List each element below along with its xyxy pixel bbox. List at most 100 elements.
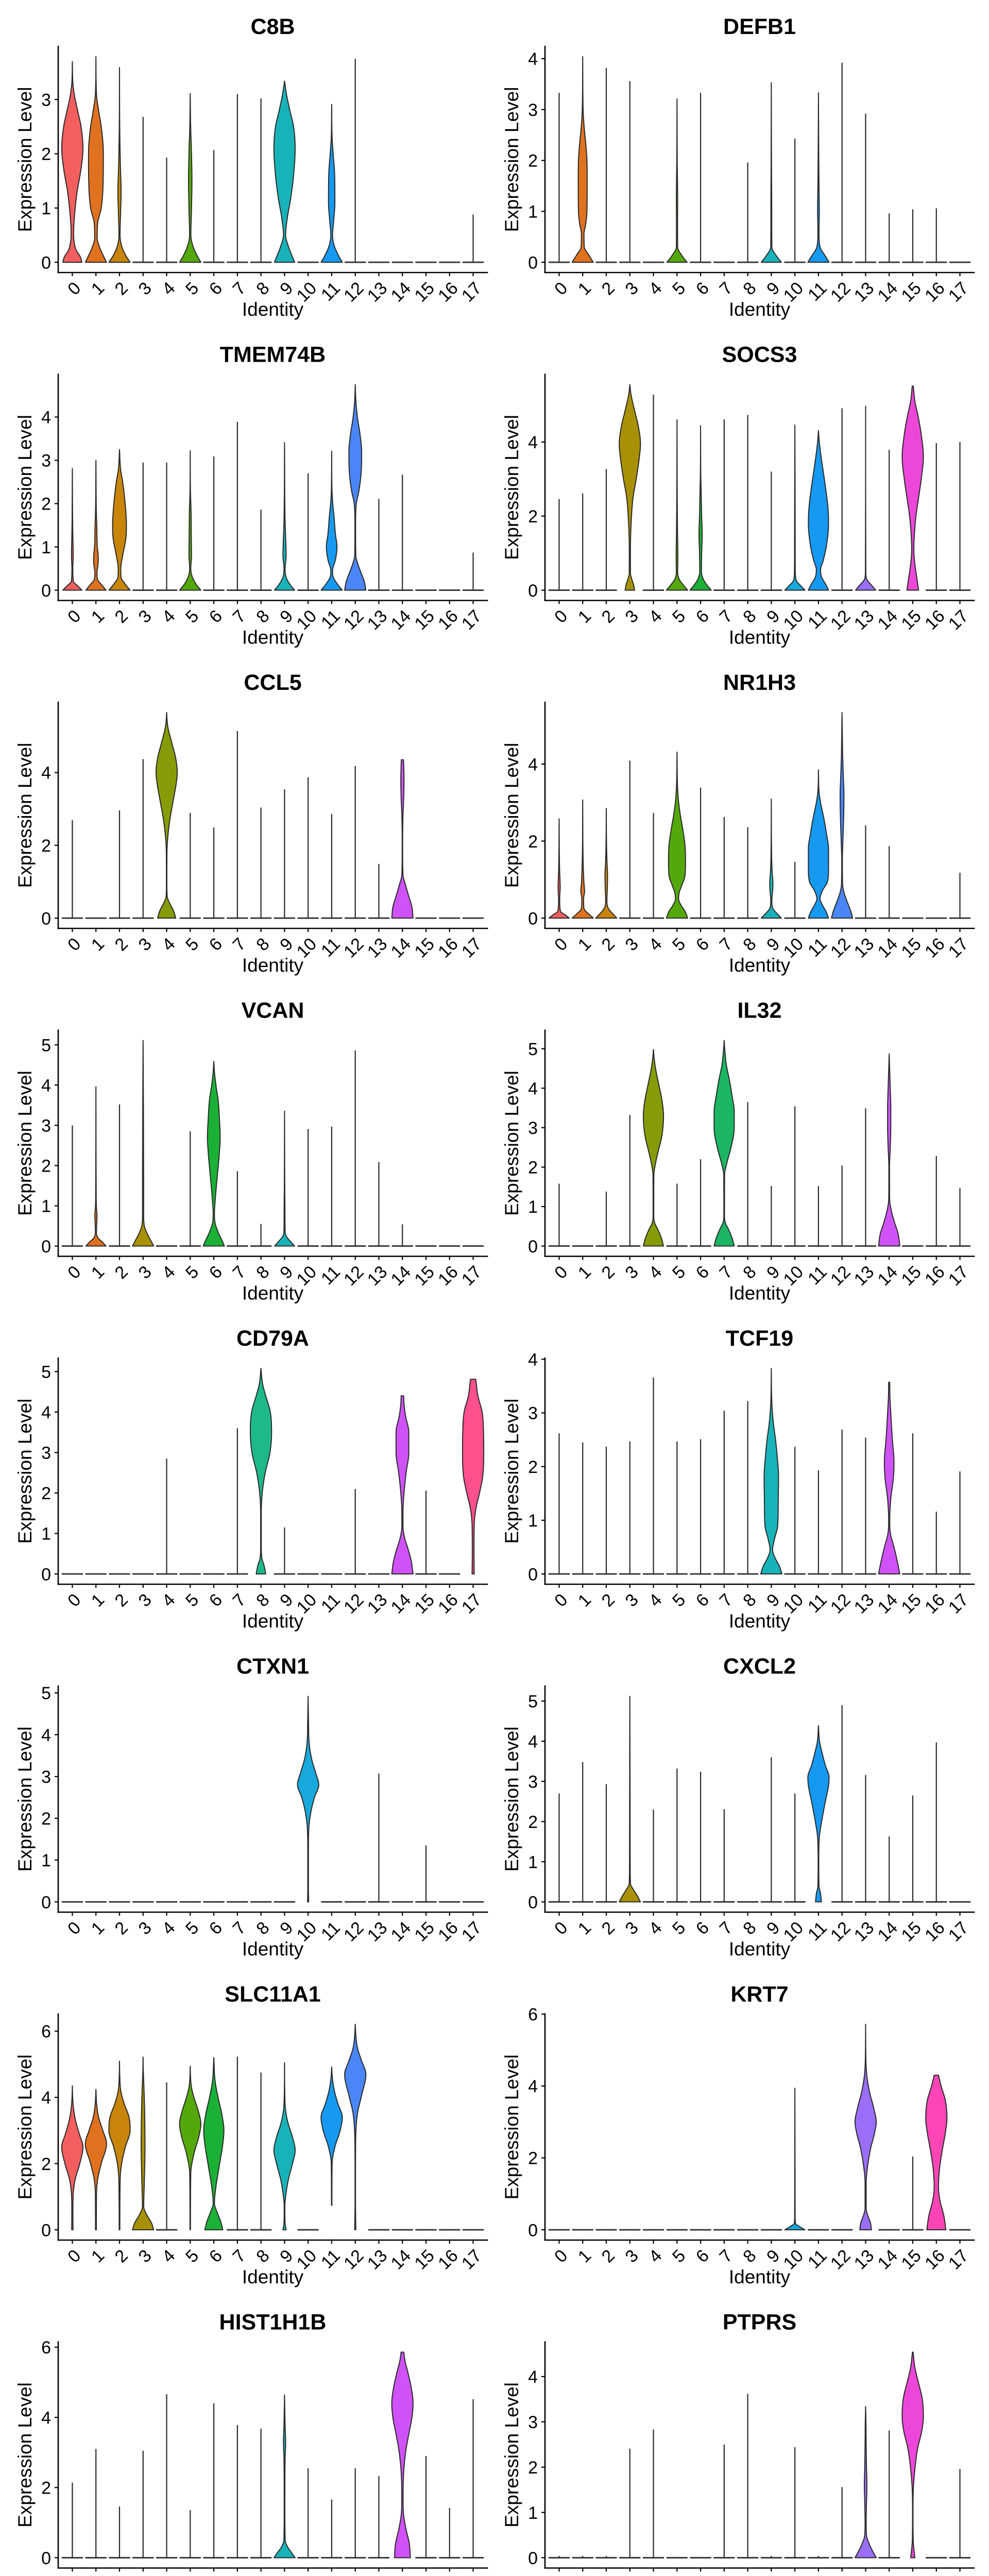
violin-layer xyxy=(61,1040,484,1247)
violin-cluster-4 xyxy=(155,711,178,919)
x-tick-label: 5 xyxy=(182,1590,202,1611)
violin-body xyxy=(61,2085,84,2231)
violin-cluster-12 xyxy=(831,711,854,919)
violin-cluster-12 xyxy=(345,766,366,919)
violin-cluster-1 xyxy=(571,56,594,263)
y-tick-label: 2 xyxy=(41,1484,51,1503)
x-tick-label: 4 xyxy=(645,1262,666,1283)
x-axis-title: Identity xyxy=(729,2266,791,2287)
x-tick-label: 9 xyxy=(763,606,783,627)
violin-cluster-0 xyxy=(548,1183,570,1247)
x-tick-label: 4 xyxy=(158,2246,179,2266)
x-tick-label: 6 xyxy=(692,2574,713,2576)
violin-cluster-5 xyxy=(666,1441,688,1575)
violin-body xyxy=(320,2066,343,2206)
violin-cluster-3 xyxy=(619,1115,641,1247)
x-tick-label: 5 xyxy=(182,934,202,955)
x-tick-label: 1 xyxy=(88,606,108,627)
x-axis-title: Identity xyxy=(729,1939,791,1960)
violin-cluster-8 xyxy=(250,2428,272,2558)
x-tick-label: 11 xyxy=(804,2574,831,2576)
violin-cluster-7 xyxy=(227,2425,248,2558)
violin-body xyxy=(108,67,131,263)
violin-cluster-7 xyxy=(227,421,248,591)
violin-layer xyxy=(61,1696,484,1903)
violin-cluster-4 xyxy=(642,813,664,919)
x-tick-label: 7 xyxy=(229,2246,250,2266)
x-tick-label: 2 xyxy=(111,934,132,955)
x-tick-label: 0 xyxy=(64,278,84,299)
violin-cluster-0 xyxy=(62,468,82,591)
violin-cluster-5 xyxy=(666,751,688,919)
y-tick-label: 0 xyxy=(41,253,51,273)
x-tick-label: 7 xyxy=(229,2574,250,2576)
violin-cluster-1 xyxy=(85,460,107,591)
violin-cluster-4 xyxy=(156,2082,178,2231)
x-tick-label: 3 xyxy=(621,1590,642,1611)
y-tick-label: 0 xyxy=(528,1893,538,1912)
x-tick-label: 9 xyxy=(763,2574,783,2576)
violin-cluster-15 xyxy=(415,2456,437,2558)
violin-cluster-1 xyxy=(572,1442,593,1575)
violin-body xyxy=(901,385,924,591)
x-tick-label: 4 xyxy=(645,2574,666,2576)
y-tick-label: 1 xyxy=(41,1524,51,1544)
x-tick-label: 6 xyxy=(692,934,713,955)
x-tick-label: 9 xyxy=(276,2574,297,2576)
x-tick-label: 8 xyxy=(252,278,273,299)
x-tick-label: 8 xyxy=(739,2246,760,2266)
y-tick-label: 1 xyxy=(528,2503,538,2523)
violin-cluster-10 xyxy=(784,1106,806,1247)
violin-cluster-8 xyxy=(737,2394,759,2558)
panel-title: CCL5 xyxy=(244,670,301,695)
violin-cluster-10 xyxy=(297,1129,319,1247)
x-tick-label: 8 xyxy=(252,1262,273,1283)
violin-cluster-11 xyxy=(808,430,829,591)
violin-cluster-2 xyxy=(109,810,130,919)
y-tick-label: 2 xyxy=(41,1809,51,1829)
violin-cluster-4 xyxy=(156,462,178,591)
y-axis-title: Expression Level xyxy=(14,415,36,560)
violin-cluster-13 xyxy=(855,825,877,919)
violin-body xyxy=(391,1395,414,1575)
violin-body xyxy=(179,93,201,263)
violin-cluster-9 xyxy=(273,80,296,263)
x-tick-label: 0 xyxy=(64,2246,84,2266)
y-tick-label: 0 xyxy=(41,1237,51,1257)
x-tick-label: 0 xyxy=(551,1590,571,1611)
violin-cluster-6 xyxy=(203,2057,225,2231)
violin-cluster-16 xyxy=(926,443,947,591)
y-tick-label: 0 xyxy=(528,2549,538,2568)
violin-cluster-12 xyxy=(831,1165,853,1247)
violin-cluster-15 xyxy=(902,1433,924,1575)
x-tick-label: 3 xyxy=(134,1262,155,1283)
violin-body xyxy=(784,2088,806,2231)
y-tick-label: 2 xyxy=(528,1158,538,1178)
x-tick-label: 8 xyxy=(739,278,760,299)
violin-cluster-14 xyxy=(878,846,900,919)
violin-cluster-16 xyxy=(926,1742,947,1903)
violin-body xyxy=(925,2075,948,2231)
x-tick-label: 7 xyxy=(716,934,737,955)
x-tick-label: 1 xyxy=(574,1918,595,1939)
x-tick-label: 2 xyxy=(598,1590,619,1611)
y-axis-title: Expression Level xyxy=(501,743,522,888)
x-tick-label: 4 xyxy=(645,1918,666,1939)
violin-layer xyxy=(62,384,484,591)
y-tick-label: 4 xyxy=(41,1076,51,1095)
y-tick-label: 2 xyxy=(528,507,538,527)
x-tick-label: 0 xyxy=(64,2574,84,2576)
x-tick-label: 9 xyxy=(763,1262,783,1283)
panel-title: PTPRS xyxy=(723,2310,796,2335)
violin-cluster-17 xyxy=(949,442,971,591)
violin-layer xyxy=(548,1696,971,1903)
x-tick-label: 7 xyxy=(716,2246,737,2266)
y-tick-label: 2 xyxy=(528,1458,538,1477)
x-tick-label: 9 xyxy=(276,2246,297,2266)
panel-title: CD79A xyxy=(236,1326,309,1351)
x-tick-label: 17 xyxy=(458,278,486,306)
